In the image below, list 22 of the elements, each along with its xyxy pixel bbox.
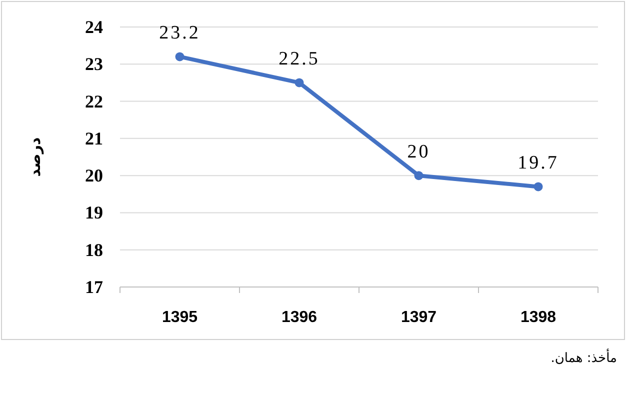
y-tick-label: 22 bbox=[85, 91, 103, 112]
y-tick-label: 21 bbox=[85, 128, 103, 148]
x-tick-label: 1395 bbox=[162, 309, 198, 326]
point bbox=[175, 52, 184, 62]
y-tick-label: 19 bbox=[85, 202, 103, 223]
point bbox=[534, 182, 543, 192]
data-label: 20 bbox=[407, 142, 430, 163]
point bbox=[294, 78, 304, 88]
y-tick-label: 17 bbox=[85, 277, 103, 297]
y-tick-label: 20 bbox=[85, 166, 103, 186]
data-label: 23.2 bbox=[159, 22, 200, 44]
x-tick-label: 1396 bbox=[281, 309, 318, 326]
y-tick-label: 24 bbox=[85, 17, 103, 37]
y-tick-label: 23 bbox=[85, 54, 103, 74]
y-axis-title: درصد bbox=[26, 136, 44, 177]
text: مأخذ: همان. bbox=[550, 348, 617, 366]
y-tick-label: 18 bbox=[85, 240, 103, 260]
data-label: 19.7 bbox=[518, 152, 559, 174]
data-label: 22.5 bbox=[278, 48, 320, 70]
point bbox=[414, 171, 424, 180]
x-tick-label: 1398 bbox=[520, 309, 556, 326]
x-tick-label: 1397 bbox=[400, 309, 437, 326]
